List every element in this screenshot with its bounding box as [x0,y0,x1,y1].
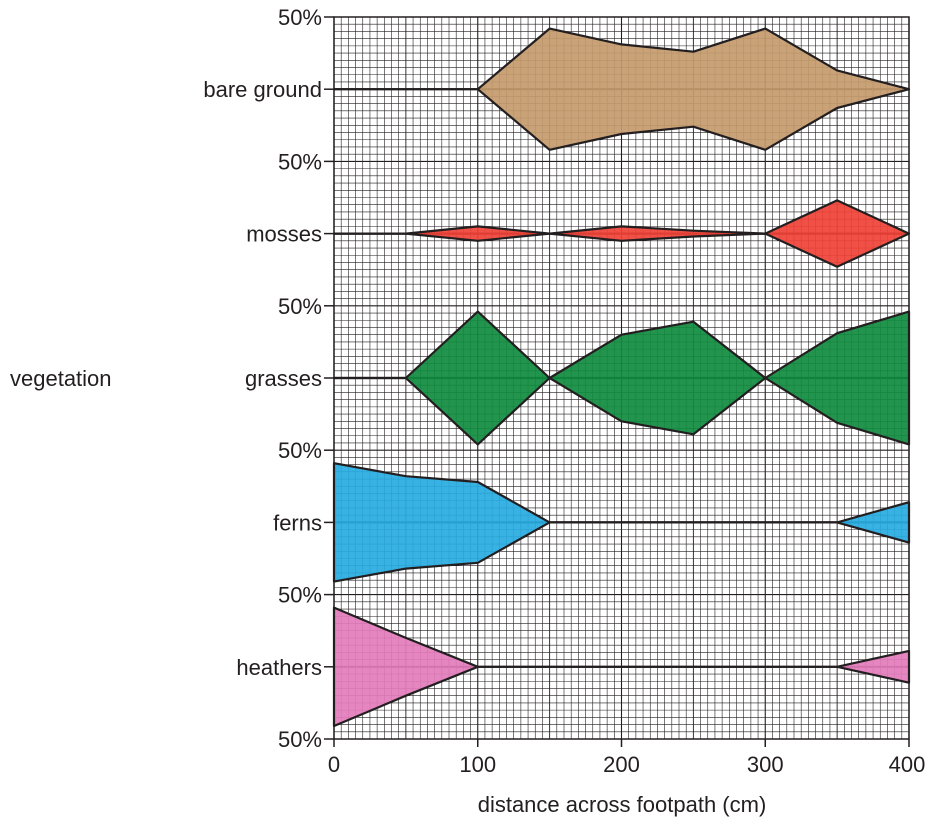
x-axis-label: distance across footpath (cm) [478,792,767,817]
x-tick-label: 300 [747,752,784,777]
x-tick-label: 200 [603,752,640,777]
category-label: ferns [273,510,322,535]
scale-label: 50% [278,438,322,463]
category-label: grasses [245,366,322,391]
scale-label: 50% [278,5,322,30]
category-label: mosses [246,222,322,247]
kites [332,27,911,728]
category-label: bare ground [203,77,322,102]
tick-labels: 50%50%50%50%50%50%0 100 200 300 400 [278,5,925,777]
x-tick-label: 0 [328,752,340,777]
y-axis-label: vegetation [10,366,112,391]
scale-label: 50% [278,727,322,752]
scale-label: 50% [278,149,322,174]
x-tick-label: 400 [889,752,926,777]
category-labels: bare ground mosses grasses ferns heathers [203,77,322,680]
scale-label: 50% [278,294,322,319]
category-label: heathers [236,655,322,680]
scale-label: 50% [278,583,322,608]
x-tick-label: 100 [459,752,496,777]
